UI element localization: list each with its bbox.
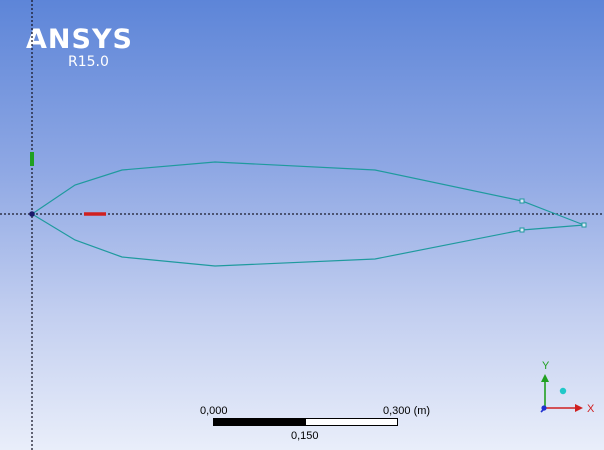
logo-version: R15.0 [68,54,109,70]
upper-trailing-vertex[interactable] [519,198,525,204]
logo-brand: ANSYS [26,24,133,55]
triad-x-label: X [587,403,595,415]
triad-z-head [541,405,547,411]
triad-iso-ball[interactable] [559,387,567,395]
leading-edge-vertex[interactable] [29,211,35,217]
coordinate-triad[interactable]: Y X [540,360,595,415]
ansys-logo: ANSYS R15.0 [26,24,133,71]
triad-y-arrowhead [541,374,549,382]
triad-y-label: Y [542,360,550,372]
airfoil-lower-edge[interactable] [31,213,585,267]
airfoil-upper-edge[interactable] [31,161,585,226]
trailing-edge-vertex[interactable] [581,222,587,228]
triad-x-arrowhead [575,404,583,412]
origin-y-direction-indicator [30,152,34,166]
lower-trailing-vertex[interactable] [519,227,525,233]
